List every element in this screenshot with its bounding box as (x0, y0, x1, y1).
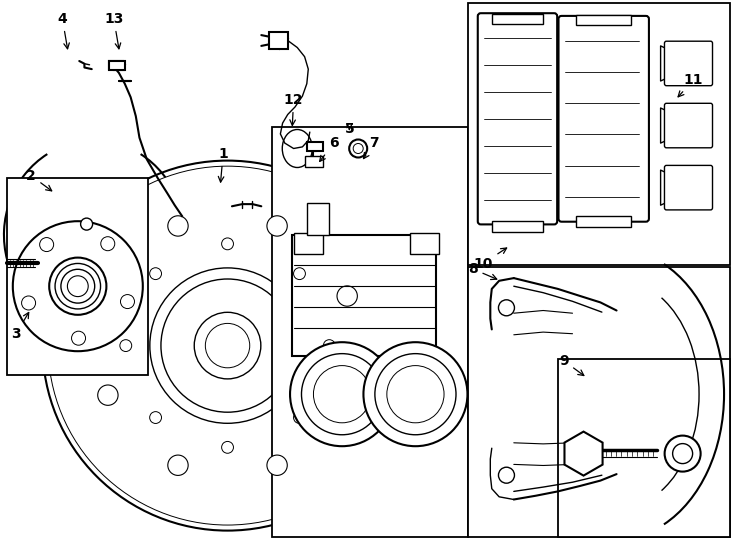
Circle shape (120, 340, 131, 352)
Circle shape (337, 385, 357, 406)
Circle shape (313, 366, 371, 423)
Circle shape (498, 467, 515, 483)
Polygon shape (564, 431, 603, 476)
FancyBboxPatch shape (559, 16, 649, 222)
Circle shape (49, 258, 106, 315)
Text: 11: 11 (678, 73, 703, 97)
Circle shape (290, 342, 394, 446)
Circle shape (43, 160, 413, 531)
Bar (558, 359, 730, 537)
Circle shape (48, 166, 407, 525)
Text: 4: 4 (57, 12, 69, 49)
Circle shape (71, 331, 86, 345)
Circle shape (349, 139, 367, 158)
Ellipse shape (59, 227, 99, 292)
Bar (109, 61, 123, 69)
Bar (305, 156, 323, 167)
Circle shape (120, 294, 134, 308)
Circle shape (40, 238, 54, 252)
Circle shape (68, 276, 88, 296)
Circle shape (363, 342, 468, 446)
Bar (468, 267, 730, 537)
Circle shape (294, 268, 305, 280)
Circle shape (375, 354, 456, 435)
Circle shape (150, 411, 161, 423)
Circle shape (61, 269, 95, 303)
Circle shape (81, 218, 92, 230)
Circle shape (195, 312, 261, 379)
Bar (269, 32, 288, 49)
Circle shape (324, 340, 335, 352)
Text: 2: 2 (26, 168, 51, 191)
Circle shape (302, 354, 382, 435)
Circle shape (353, 144, 363, 153)
Circle shape (222, 441, 233, 453)
Circle shape (55, 264, 101, 309)
Bar (410, 233, 439, 254)
Ellipse shape (12, 221, 143, 351)
Circle shape (337, 286, 357, 306)
Text: 13: 13 (104, 12, 123, 49)
Circle shape (498, 300, 515, 316)
Circle shape (168, 455, 188, 475)
Circle shape (206, 323, 250, 368)
Circle shape (267, 216, 287, 236)
Bar (576, 15, 631, 25)
FancyBboxPatch shape (664, 41, 713, 86)
Bar (468, 3, 730, 265)
Bar (292, 235, 436, 356)
Circle shape (21, 296, 35, 310)
Text: 8: 8 (468, 262, 497, 280)
Text: 12: 12 (284, 93, 303, 125)
Bar (109, 61, 125, 70)
Bar (492, 14, 543, 24)
Circle shape (387, 366, 444, 423)
Circle shape (168, 216, 188, 236)
Text: 1: 1 (218, 147, 228, 182)
Circle shape (672, 443, 693, 464)
Text: 10: 10 (473, 248, 506, 271)
Circle shape (150, 268, 161, 280)
Circle shape (267, 455, 287, 475)
Bar (272, 127, 468, 537)
Circle shape (98, 385, 118, 406)
FancyBboxPatch shape (664, 103, 713, 148)
Bar (7, 178, 148, 375)
Text: 7: 7 (363, 136, 379, 159)
Circle shape (150, 268, 305, 423)
Bar (492, 221, 543, 232)
Circle shape (161, 279, 294, 412)
Text: 3: 3 (11, 313, 29, 341)
Bar (307, 202, 329, 235)
FancyBboxPatch shape (478, 13, 557, 225)
Circle shape (664, 436, 701, 471)
Text: 5: 5 (344, 122, 355, 136)
Text: 6: 6 (320, 136, 339, 161)
Circle shape (294, 411, 305, 423)
Circle shape (101, 237, 115, 251)
Bar (307, 142, 323, 151)
Bar (576, 216, 631, 227)
Circle shape (222, 238, 233, 250)
Text: 9: 9 (559, 354, 584, 375)
Circle shape (98, 286, 118, 306)
Bar (294, 233, 323, 254)
FancyBboxPatch shape (664, 165, 713, 210)
